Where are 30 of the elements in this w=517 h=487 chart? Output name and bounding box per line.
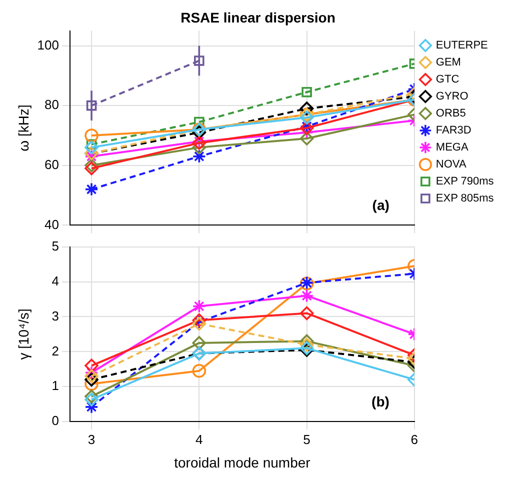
legend-label: MEGA xyxy=(436,142,469,154)
y-tick-label: 4 xyxy=(52,273,59,288)
y-tick-label: 80 xyxy=(44,97,59,112)
legend-label: GTC xyxy=(436,74,460,86)
legend-label: EUTERPE xyxy=(436,40,488,52)
y-tick-label: 100 xyxy=(37,37,59,52)
legend-label: ORB5 xyxy=(436,108,466,120)
legend-label: EXP 805ms xyxy=(436,192,494,205)
x-axis-title: toroidal mode number xyxy=(174,454,311,470)
legend-label: NOVA xyxy=(436,158,467,171)
y-tick-label: 1 xyxy=(52,378,59,394)
y-axis-title: ω [kHz] xyxy=(15,104,32,152)
x-tick-label: 3 xyxy=(88,432,96,447)
y-tick-label: 0 xyxy=(52,413,59,428)
y-tick-label: 3 xyxy=(52,308,59,324)
annotation: (b) xyxy=(372,393,390,410)
y-tick-label: 40 xyxy=(44,216,59,232)
y-tick-label: 2 xyxy=(52,343,59,358)
annotation: (a) xyxy=(372,197,390,214)
y-tick-label: 60 xyxy=(44,156,59,172)
chart-title: RSAE linear dispersion xyxy=(180,9,336,26)
x-tick-label: 4 xyxy=(196,432,203,447)
x-tick-label: 5 xyxy=(303,432,310,447)
legend-label: GEM xyxy=(436,56,461,69)
legend-label: GYRO xyxy=(436,90,469,103)
legend-label: FAR3D xyxy=(436,124,472,137)
legend-label: EXP 790ms xyxy=(436,176,494,188)
y-tick-label: 5 xyxy=(52,238,59,254)
y-axis-title: γ [10⁴/s] xyxy=(15,308,32,360)
x-tick-label: 6 xyxy=(410,432,418,447)
